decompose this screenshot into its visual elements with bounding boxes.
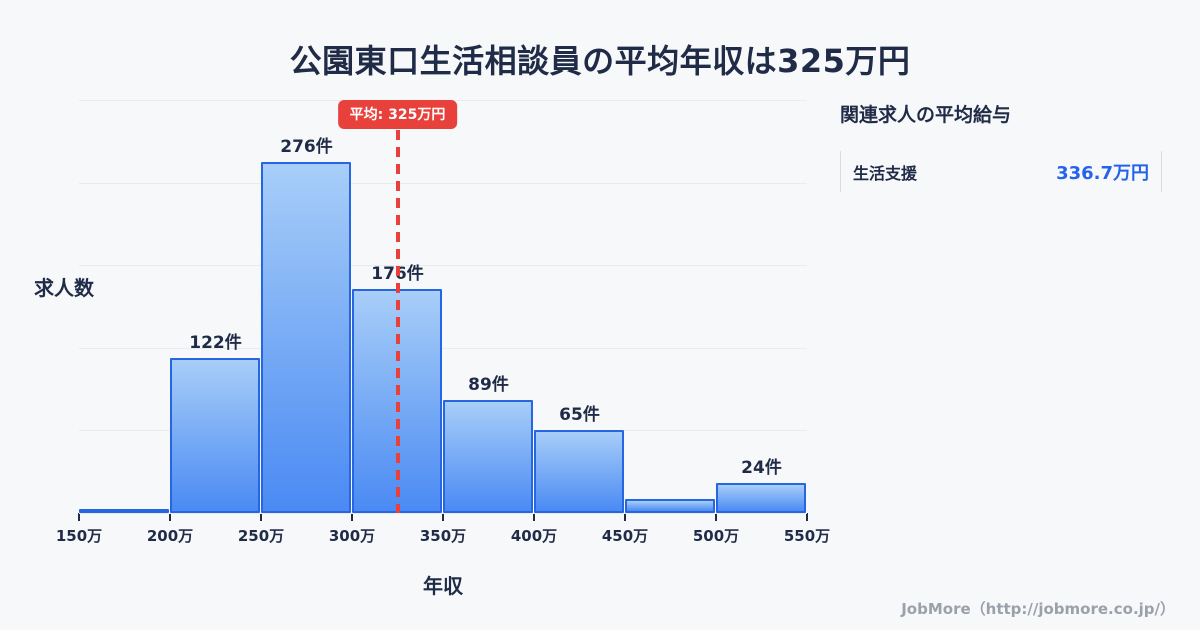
gridline	[79, 182, 807, 184]
bar-value-label: 24件	[741, 457, 782, 478]
x-axis-tick	[351, 513, 353, 521]
histogram-bar	[79, 509, 169, 513]
footer-credit: JobMore（http://jobmore.co.jp/）	[901, 600, 1175, 618]
x-axis-title: 年収	[423, 574, 463, 598]
bar-value-label: 276件	[280, 137, 333, 158]
x-axis-tick	[442, 513, 444, 521]
bar-value-label: 65件	[559, 405, 600, 426]
x-axis-tick	[260, 513, 262, 521]
bar-value-label: 89件	[468, 374, 509, 395]
x-axis: 150万 200万 250万 300万 350万 400万 450万 500万 550万	[56, 513, 830, 563]
histogram-bar	[170, 357, 260, 513]
x-axis-tick-label: 450万	[601, 527, 649, 545]
related-job-label: 生活支援	[853, 163, 918, 183]
related-job-row: 生活支援 336.7万円	[840, 151, 1162, 192]
average-line	[395, 130, 400, 513]
x-axis-tick	[533, 513, 535, 521]
x-axis-tick	[78, 513, 80, 521]
x-axis-tick-label: 350万	[419, 527, 467, 545]
gridline	[79, 513, 807, 514]
page-title: 公園東口生活相談員の平均年収は325万円	[289, 42, 911, 80]
related-jobs-panel: 関連求人の平均給与 生活支援 336.7万円	[840, 100, 1162, 192]
average-badge: 平均: 325万円	[337, 100, 458, 129]
histogram-bar	[443, 399, 533, 513]
histogram-bar	[534, 430, 624, 513]
x-axis-tick	[169, 513, 171, 521]
y-axis-title: 求人数	[34, 276, 94, 300]
related-jobs-header: 関連求人の平均給与	[840, 104, 1012, 126]
x-axis-tick-label: 300万	[328, 527, 376, 545]
gridline	[79, 265, 807, 267]
x-axis-tick	[715, 513, 717, 521]
plot-area: 平均: 325万円 122件276件176件89件65件24件	[79, 100, 807, 514]
histogram-bar	[625, 499, 715, 513]
x-axis-tick-label: 200万	[146, 527, 194, 545]
histogram-bar	[261, 162, 351, 513]
histogram-bar	[716, 482, 806, 513]
x-axis-tick-label: 400万	[510, 527, 558, 545]
gridline	[79, 347, 807, 349]
x-axis-tick-label: 550万	[783, 527, 831, 545]
x-axis-tick-label: 150万	[55, 527, 103, 545]
related-job-salary: 336.7万円	[1056, 162, 1149, 184]
bar-value-label: 122件	[189, 332, 242, 353]
x-axis-tick	[624, 513, 626, 521]
x-axis-tick	[806, 513, 808, 521]
x-axis-tick-label: 250万	[237, 527, 285, 545]
x-axis-tick-label: 500万	[692, 527, 740, 545]
